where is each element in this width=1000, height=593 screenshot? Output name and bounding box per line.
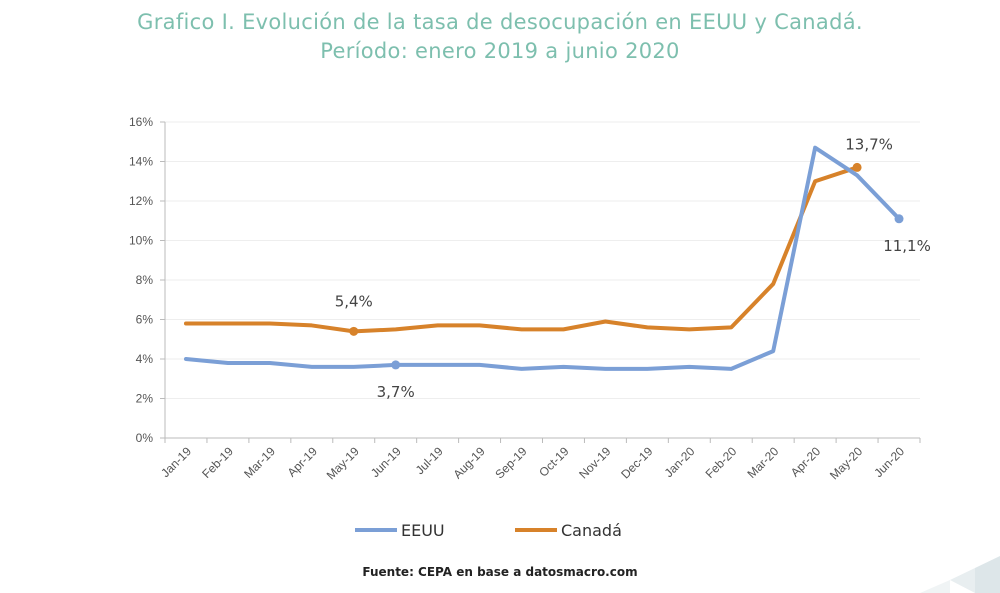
data-labels: 5,4% 3,7% 13,7% 11,1%	[335, 135, 931, 401]
source-note: Fuente: CEPA en base a datosmacro.com	[362, 565, 638, 579]
y-tick-label: 4%	[136, 352, 154, 366]
series-line-eeuu	[183, 145, 902, 371]
x-tick-label: Feb-19	[199, 444, 236, 481]
x-tick-label: Jul-19	[413, 444, 446, 477]
x-tick-label: Dec-19	[618, 444, 655, 481]
decorative-triangles	[920, 556, 1000, 593]
data-point-marker	[349, 326, 359, 336]
y-tick-label: 12%	[129, 194, 153, 208]
y-tick-label: 2%	[136, 392, 154, 406]
x-tick-label: May-19	[324, 444, 362, 482]
y-tick-label: 8%	[136, 273, 154, 287]
x-tick-label: Nov-19	[576, 444, 613, 481]
legend-label: EEUU	[401, 521, 445, 540]
x-tick-label: Apr-20	[788, 444, 824, 480]
x-tick-label: Jun-20	[871, 444, 907, 480]
x-tick-label: Mar-20	[745, 444, 782, 481]
chart-title-line1: Grafico I. Evolución de la tasa de desoc…	[137, 10, 863, 34]
chart-title: Grafico I. Evolución de la tasa de desoc…	[0, 8, 1000, 66]
data-label: 13,7%	[845, 135, 893, 153]
x-tick-label: Jun-19	[368, 444, 404, 480]
data-point-marker	[894, 214, 904, 224]
x-tick-label: Jan-19	[158, 444, 194, 480]
y-tick-label: 6%	[136, 313, 154, 327]
y-tick-label: 10%	[129, 234, 153, 248]
series-line-canadá	[183, 165, 860, 334]
legend: EEUU Canadá	[355, 521, 622, 540]
data-point-marker	[391, 360, 401, 370]
x-tick-label: Apr-19	[285, 444, 321, 480]
gridlines	[165, 121, 920, 399]
x-tick-label: Feb-20	[703, 444, 740, 481]
data-point-marker	[852, 162, 862, 172]
chart-title-line2: Período: enero 2019 a junio 2020	[320, 39, 680, 63]
x-tick-label: Sep-19	[492, 444, 529, 481]
data-label: 11,1%	[883, 237, 931, 255]
x-tick-label: May-20	[827, 444, 865, 482]
series-lines	[183, 145, 902, 371]
x-tick-label: Jan-20	[662, 444, 698, 480]
data-label: 3,7%	[377, 383, 415, 401]
x-tick-label: Aug-19	[450, 444, 487, 481]
data-label: 5,4%	[335, 292, 373, 310]
y-tick-label: 16%	[129, 115, 153, 129]
axes: 0% 2% 4% 6% 8% 10% 12% 14% 16% Jan-19 Feb-19 Mar-19…	[129, 115, 921, 482]
y-tick-label: 0%	[136, 431, 154, 445]
x-tick-label: Mar-19	[241, 444, 278, 481]
legend-label: Canadá	[561, 521, 622, 540]
x-tick-label: Oct-19	[536, 444, 572, 480]
y-tick-label: 14%	[129, 155, 153, 169]
